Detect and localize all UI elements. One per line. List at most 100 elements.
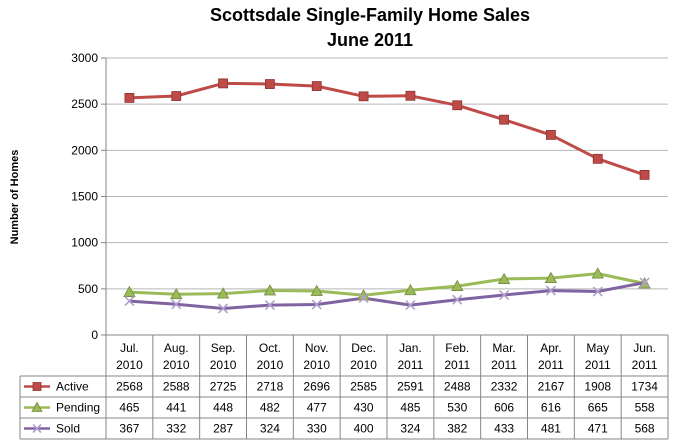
data-point xyxy=(592,153,603,164)
table-cell: 2696 xyxy=(303,380,330,394)
data-table: Jul. 2010 Aug. 2010 Sep. 2010 Oct. 2010 Nov. 2010… xyxy=(19,334,669,440)
table-cell: 568 xyxy=(635,422,655,436)
table-cell: 530 xyxy=(447,401,467,415)
data-point xyxy=(218,78,228,89)
x-tick-label: 2010 xyxy=(303,358,330,372)
series-line xyxy=(129,272,645,297)
data-point xyxy=(639,277,650,288)
table-cell: 665 xyxy=(588,401,608,415)
chart-title: Scottsdale Single-Family Home Sales xyxy=(210,5,530,25)
y-tick-label: 1500 xyxy=(71,190,98,204)
data-point xyxy=(32,423,42,434)
data-point-stroke xyxy=(264,300,275,311)
x-tick-label: 2010 xyxy=(257,358,284,372)
data-point xyxy=(32,382,42,391)
data-point xyxy=(218,303,229,314)
data-point-stroke xyxy=(545,285,556,296)
x-tick-label: Sep. xyxy=(211,341,236,355)
y-tick-label: 1000 xyxy=(71,236,98,250)
x-tick-label: 2011 xyxy=(398,358,424,372)
y-tick-label: 2500 xyxy=(71,97,98,111)
table-cell: 2591 xyxy=(397,380,424,394)
table-cell: 324 xyxy=(260,422,280,436)
y-tick-label: 2000 xyxy=(71,143,98,157)
legend-label: Pending xyxy=(56,401,100,415)
table-cell: 616 xyxy=(541,401,561,415)
x-tick-label: 2011 xyxy=(585,358,611,372)
x-tick-label: Apr. xyxy=(540,341,561,355)
table-cell: 324 xyxy=(400,422,420,436)
data-point-stroke xyxy=(499,289,510,301)
data-point xyxy=(639,169,650,180)
y-axis-label: Number of Homes xyxy=(9,150,21,245)
table-cell: 2488 xyxy=(444,380,471,394)
data-point xyxy=(405,90,416,101)
table-cell: 481 xyxy=(541,422,561,436)
table-cell: 558 xyxy=(635,401,655,415)
data-point xyxy=(311,299,322,310)
data-point xyxy=(310,284,323,296)
data-point xyxy=(592,286,603,297)
data-point xyxy=(405,300,416,311)
data-point xyxy=(404,283,417,296)
x-tick-label: Feb. xyxy=(445,341,469,355)
x-tick-label: 2010 xyxy=(116,358,143,372)
data-point-stroke xyxy=(171,299,182,310)
table-cell: 332 xyxy=(166,422,186,436)
data-point xyxy=(499,289,510,301)
x-tick-label: Dec. xyxy=(351,341,376,355)
data-point xyxy=(124,92,135,103)
series-markers xyxy=(123,78,651,314)
data-point-stroke xyxy=(311,299,322,310)
data-point xyxy=(263,284,277,296)
y-tick-label: 500 xyxy=(78,282,98,296)
data-point xyxy=(358,293,369,304)
data-point xyxy=(497,272,511,284)
table-cell: 477 xyxy=(307,401,327,415)
data-point xyxy=(171,299,182,310)
legend-label: Sold xyxy=(56,422,80,436)
x-tick-label: 2010 xyxy=(350,358,377,372)
table-cell: 430 xyxy=(354,401,374,415)
series-lines xyxy=(129,81,646,310)
x-tick-label: Aug. xyxy=(164,341,189,355)
y-tick-label: 0 xyxy=(91,328,98,342)
x-tick-label: Mar. xyxy=(492,341,515,355)
series-line xyxy=(129,81,646,177)
data-point xyxy=(546,130,556,140)
table-cell: 287 xyxy=(213,422,233,436)
data-point xyxy=(311,81,322,91)
data-point xyxy=(452,294,463,305)
x-tick-label: 2010 xyxy=(163,358,190,372)
table-cell: 2167 xyxy=(538,380,565,394)
data-point-stroke xyxy=(405,300,416,311)
x-tick-label: 2010 xyxy=(210,358,237,372)
data-point-stroke xyxy=(218,303,229,314)
x-tick-label: Nov. xyxy=(305,341,329,355)
x-tick-label: 2011 xyxy=(444,358,470,372)
data-point xyxy=(545,285,556,296)
table-cell: 433 xyxy=(494,422,514,436)
table-cell: 367 xyxy=(119,422,139,436)
data-point xyxy=(124,296,135,307)
table-cell: 2585 xyxy=(350,380,377,394)
data-point-stroke xyxy=(452,294,463,305)
data-point-stroke xyxy=(592,286,603,297)
gridlines xyxy=(101,57,668,336)
table-cell: 471 xyxy=(588,422,608,436)
table-cell: 448 xyxy=(213,401,233,415)
data-point xyxy=(31,401,43,412)
table-cell: 330 xyxy=(307,422,327,436)
data-point-stroke xyxy=(358,293,369,304)
x-tick-label: Jan. xyxy=(399,341,422,355)
data-point xyxy=(123,285,136,297)
table-cell: 485 xyxy=(400,401,420,415)
x-tick-label: 2011 xyxy=(491,358,517,372)
data-point xyxy=(451,279,464,291)
table-cell: 2568 xyxy=(116,380,143,394)
data-point xyxy=(216,287,230,299)
table-cell: 400 xyxy=(354,422,374,436)
data-point-stroke xyxy=(124,296,135,307)
table-cell: 382 xyxy=(447,422,467,436)
